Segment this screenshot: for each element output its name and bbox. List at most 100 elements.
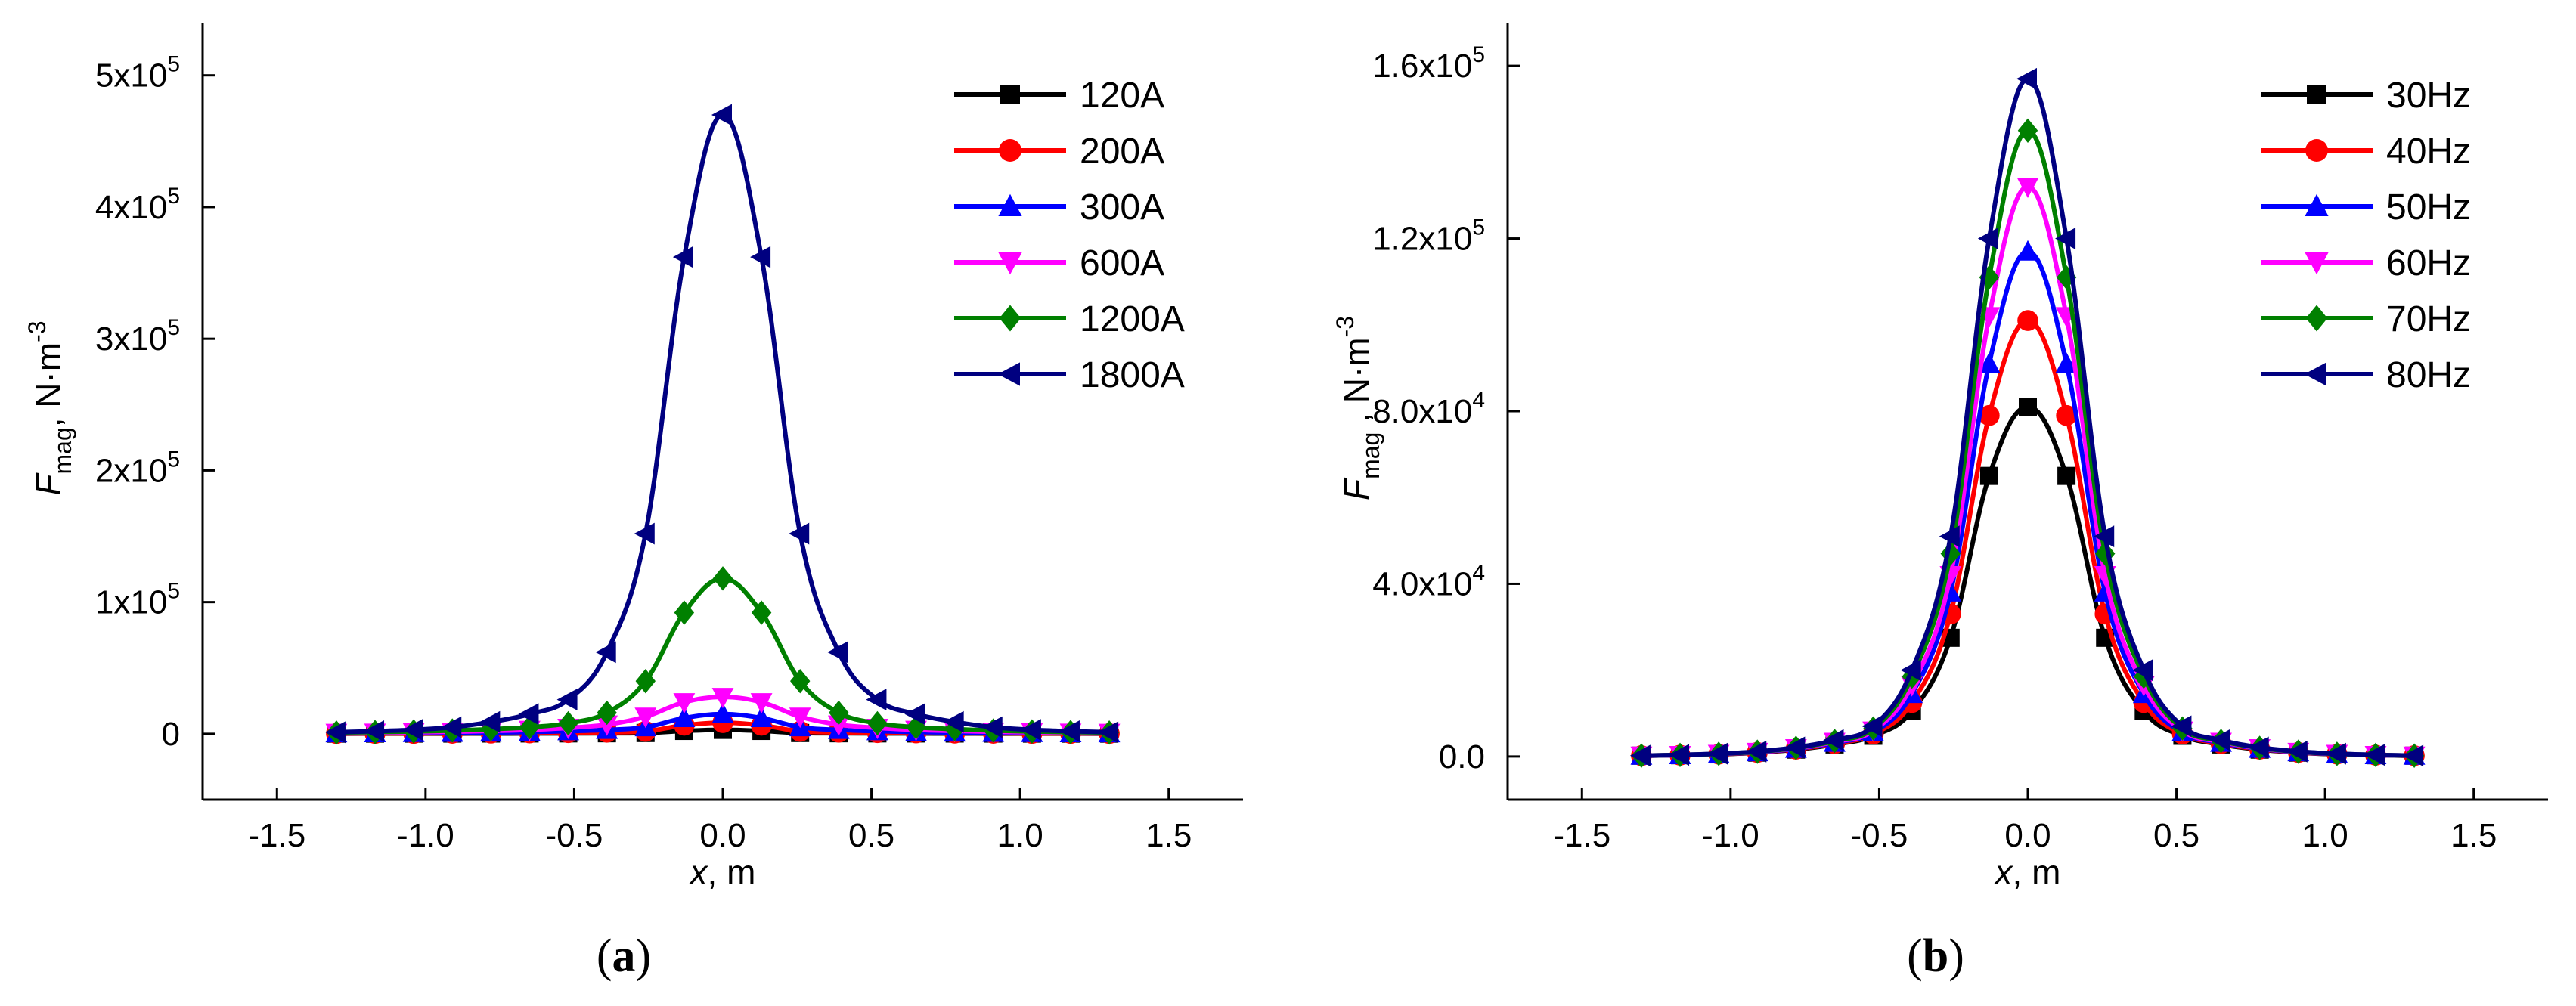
legend-marker [2307,85,2326,104]
data-point-80Hz [2403,744,2424,767]
data-point-70Hz [2134,664,2154,689]
y-axis-label: Fmag, N·m-3 [23,320,76,495]
data-point-50Hz [1978,352,2001,373]
legend-label: 50Hz [2386,187,2471,228]
legend-item-1800A: 1800A [954,355,1185,395]
data-point-1800A [672,246,693,268]
data-point-80Hz [1977,228,1998,249]
x-tick-label: 1.5 [2450,817,2497,854]
x-tick-label: 0.0 [2004,817,2051,854]
legend-label: 30Hz [2386,76,2471,116]
data-point-600A [673,693,696,714]
x-tick-label: 1.0 [2302,817,2348,854]
data-point-600A [634,707,657,729]
data-point-1200A [751,600,772,625]
data-point-40Hz [1979,404,2000,426]
data-point-80Hz [2016,67,2037,90]
x-tick-label: 0.0 [699,817,746,854]
legend-marker [997,362,1020,386]
series-40Hz [1631,310,2425,766]
data-point-80Hz [1746,740,1767,763]
x-tick-label: 1.0 [997,817,1043,854]
legend-item-120A: 120A [954,76,1164,116]
y-tick-label: 1.2x105 [1372,215,1485,258]
data-point-1200A [558,710,578,736]
data-point-30Hz [1979,466,1998,485]
data-point-40Hz [2017,310,2038,331]
data-point-1800A [750,246,771,268]
data-point-80Hz [1629,744,1651,767]
data-point-1800A [324,721,346,744]
panel-label-a: (a) [597,930,651,982]
series-line-40Hz [1641,318,2415,758]
data-point-80Hz [1823,729,1844,751]
data-point-80Hz [2325,742,2346,765]
data-point-1200A [635,668,656,694]
legend-marker [999,139,1021,162]
legend-marker [998,252,1022,275]
panel-label-b: (b) [1907,930,1964,982]
data-point-1800A [711,104,732,126]
legend-item-300A: 300A [954,187,1164,228]
y-axis-label: Fmag , N·m-3 [1331,316,1384,500]
data-point-80Hz [2094,525,2115,548]
legend-marker [998,193,1022,216]
legend: 120A 200A 300A 600A 1200A 1800A [954,76,1185,395]
y-tick-label: 3x105 [95,315,180,358]
x-tick-label: -1.0 [1702,817,1759,854]
y-tick-label: 0 [162,716,180,753]
data-point-1800A [1098,721,1119,744]
y-tick-label: 5x105 [95,52,180,94]
data-point-80Hz [2055,228,2076,249]
data-point-1800A [441,716,462,738]
legend-item-80Hz: 80Hz [2261,355,2471,395]
series-line-70Hz [1641,128,2415,758]
data-point-1800A [556,689,578,710]
x-axis-label: x, m [1994,853,2061,892]
panel-a: -1.5 -1.0 -0.5 0.0 0.5 1.0 1.5 0 1x105 2x105 3x105… [23,23,1243,982]
legend-label: 1800A [1080,355,1185,395]
legend-marker [2305,193,2329,216]
legend-item-50Hz: 50Hz [2261,187,2471,228]
legend-label: 60Hz [2386,243,2471,283]
data-point-1800A [943,710,964,733]
data-point-30Hz [2019,398,2037,416]
panel-b: -1.5 -1.0 -0.5 0.0 0.5 1.0 1.5 0.0 4.0x104 8.0x10… [1331,23,2548,982]
data-point-1800A [827,641,848,664]
x-tick-label: -0.5 [546,817,603,854]
data-point-1200A [906,714,926,740]
data-point-80Hz [1861,715,1883,738]
data-point-60Hz [2016,178,2039,199]
y-tick-label: 2x105 [95,447,180,489]
data-point-1200A [481,717,501,741]
data-point-1800A [518,703,539,726]
data-point-300A [673,706,696,727]
x-tick-label: 0.5 [848,817,894,854]
data-point-80Hz [2171,715,2192,738]
x-tick-label: 0.5 [2153,817,2199,854]
legend-item-30Hz: 30Hz [2261,76,2471,116]
data-point-1800A [595,641,616,664]
y-tick-label: 0.0 [1439,738,1485,775]
x-tick-label: -0.5 [1851,817,1908,854]
data-point-80Hz [1939,525,1960,548]
series-1800A [324,104,1119,744]
legend-item-1200A: 1200A [954,299,1185,339]
data-point-80Hz [2364,744,2385,766]
legend-item-70Hz: 70Hz [2261,299,2471,339]
data-point-600A [596,715,618,736]
data-point-50Hz [2055,352,2078,373]
x-tick-label: -1.0 [397,817,454,854]
data-point-1800A [364,720,385,742]
legend-marker [999,305,1021,332]
data-point-1800A [981,716,1003,738]
legend-label: 300A [1080,187,1164,228]
legend-label: 70Hz [2386,299,2471,339]
data-point-50Hz [2016,240,2039,261]
x-axis-label: x, m [689,853,756,892]
y-tick-label: 1x105 [95,579,180,621]
data-point-1200A [712,566,733,591]
legend-label: 40Hz [2386,132,2471,172]
legend-label: 200A [1080,132,1164,172]
